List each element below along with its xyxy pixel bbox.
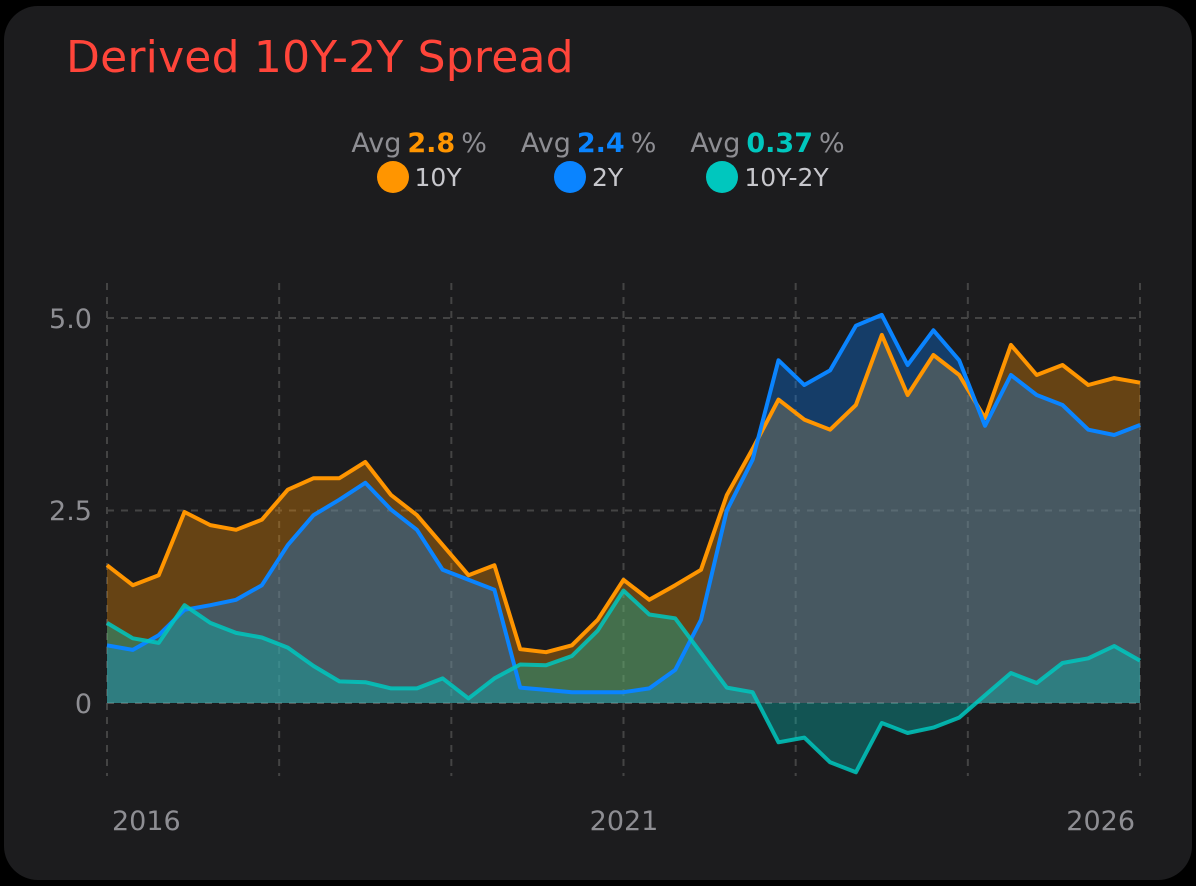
legend-dot-icon xyxy=(706,161,739,193)
average-10y: Avg 2.8% xyxy=(351,128,487,159)
chart-card: Derived 10Y-2Y Spread xyxy=(4,6,1192,880)
legend-label: 10Y xyxy=(414,162,462,192)
legend: Avg 2.8% 10Y Avg 2.4% 2Y Avg 0.37% 10Y-2Y xyxy=(0,128,1196,193)
legend-item-2y[interactable]: Avg 2.4% 2Y xyxy=(520,128,657,193)
legend-label: 2Y xyxy=(592,162,624,192)
x-tick-label: 2026 xyxy=(1066,806,1135,837)
legend-label: 10Y-2Y xyxy=(744,162,829,192)
y-tick-label: 5.0 xyxy=(49,304,92,335)
series-line-10y-2y xyxy=(105,588,1141,775)
y-tick-label: 2.5 xyxy=(49,496,92,527)
legend-dot-icon xyxy=(376,161,409,193)
x-tick-label: 2016 xyxy=(112,806,181,837)
area-fill-2y xyxy=(107,314,1140,703)
y-tick-label: 0 xyxy=(75,689,92,720)
average-spread: Avg 0.37% xyxy=(690,128,845,159)
x-tick-label: 2021 xyxy=(590,806,659,837)
area-fill-10y xyxy=(107,334,1140,703)
area-fill-10y-2y xyxy=(107,590,1140,773)
legend-item-spread[interactable]: Avg 0.37% 10Y-2Y xyxy=(690,128,845,193)
chart-title: Derived 10Y-2Y Spread xyxy=(66,32,574,83)
series-line-2y xyxy=(106,312,1141,695)
series-line-10y xyxy=(105,332,1141,655)
legend-dot-icon xyxy=(554,161,586,193)
legend-item-10y[interactable]: Avg 2.8% 10Y xyxy=(351,128,487,193)
average-2y: Avg 2.4% xyxy=(520,128,657,159)
